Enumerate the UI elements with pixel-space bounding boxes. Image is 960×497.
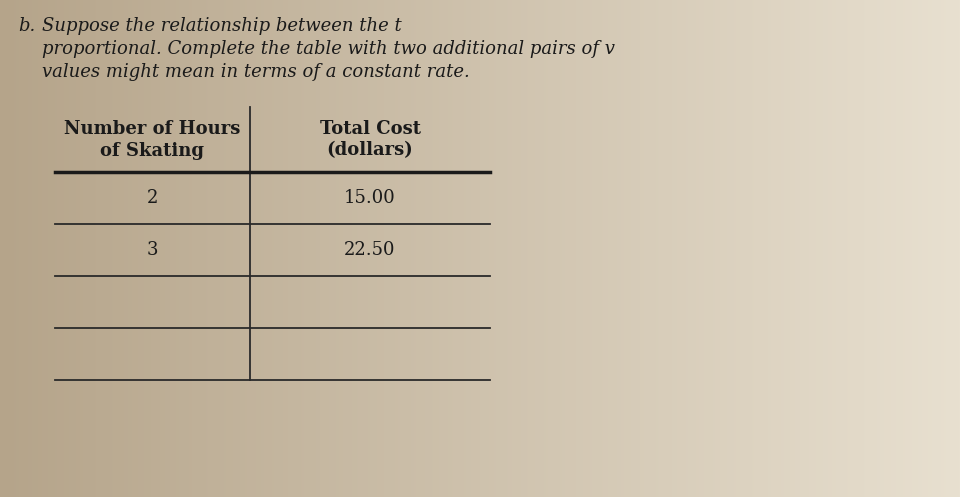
Text: Total Cost: Total Cost — [320, 119, 420, 138]
Text: proportional. Complete the table with two additional pairs of v: proportional. Complete the table with tw… — [42, 40, 614, 58]
Text: values might mean in terms of a constant rate.: values might mean in terms of a constant… — [42, 63, 469, 81]
Text: (dollars): (dollars) — [326, 142, 414, 160]
Text: 15.00: 15.00 — [344, 189, 396, 207]
Text: b.: b. — [18, 17, 36, 35]
Text: 22.50: 22.50 — [345, 241, 396, 259]
Text: of Skating: of Skating — [101, 142, 204, 160]
Text: 2: 2 — [147, 189, 158, 207]
Text: Suppose the relationship between the t: Suppose the relationship between the t — [42, 17, 401, 35]
Text: 3: 3 — [147, 241, 158, 259]
Text: Number of Hours: Number of Hours — [64, 119, 241, 138]
